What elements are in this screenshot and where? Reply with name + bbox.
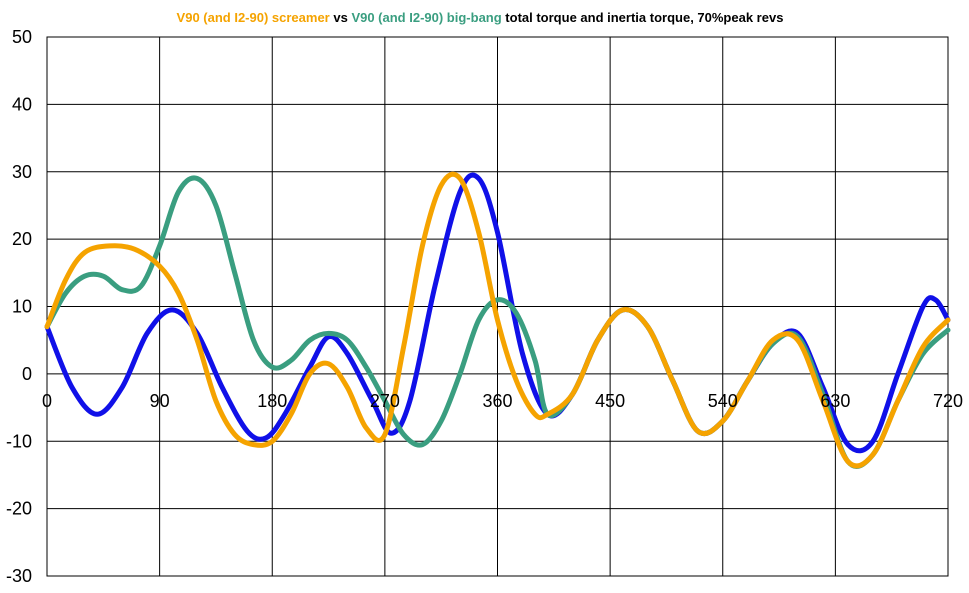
x-tick-label: 540 — [708, 391, 738, 411]
y-tick-label: 0 — [22, 364, 32, 384]
x-tick-label: 0 — [42, 391, 52, 411]
y-tick-label: 40 — [12, 94, 32, 114]
x-tick-label: 360 — [482, 391, 512, 411]
title-segment-1: vs — [330, 10, 352, 25]
x-tick-label: 270 — [370, 391, 400, 411]
chart-title: V90 (and I2-90) screamer vs V90 (and I2-… — [177, 10, 784, 25]
y-tick-label: 20 — [12, 229, 32, 249]
title-segment-3: total torque and inertia torque, 70%peak… — [502, 10, 784, 25]
series-layer — [44, 171, 951, 469]
y-tick-label: 50 — [12, 27, 32, 47]
y-tick-label: -10 — [6, 431, 32, 451]
x-tick-label: 180 — [257, 391, 287, 411]
series-line-2 — [44, 171, 951, 469]
title-segment-0: V90 (and I2-90) screamer — [177, 10, 330, 25]
title-segment-2: V90 (and I2-90) big-bang — [351, 10, 501, 25]
y-tick-label: 30 — [12, 162, 32, 182]
x-tick-label: 450 — [595, 391, 625, 411]
x-tick-label: 90 — [150, 391, 170, 411]
y-tick-label: -30 — [6, 566, 32, 586]
x-tick-label: 720 — [933, 391, 963, 411]
plot-frame — [46, 36, 949, 577]
y-tick-label: 10 — [12, 297, 32, 317]
y-axis-ticks: -30 -20 -10 0 10 20 30 40 50 — [6, 27, 32, 586]
grid — [46, 36, 949, 577]
x-axis-ticks: 0 90 180 270 360 450 540 630 720 — [42, 391, 963, 411]
y-tick-label: -20 — [6, 499, 32, 519]
x-tick-label: 630 — [820, 391, 850, 411]
